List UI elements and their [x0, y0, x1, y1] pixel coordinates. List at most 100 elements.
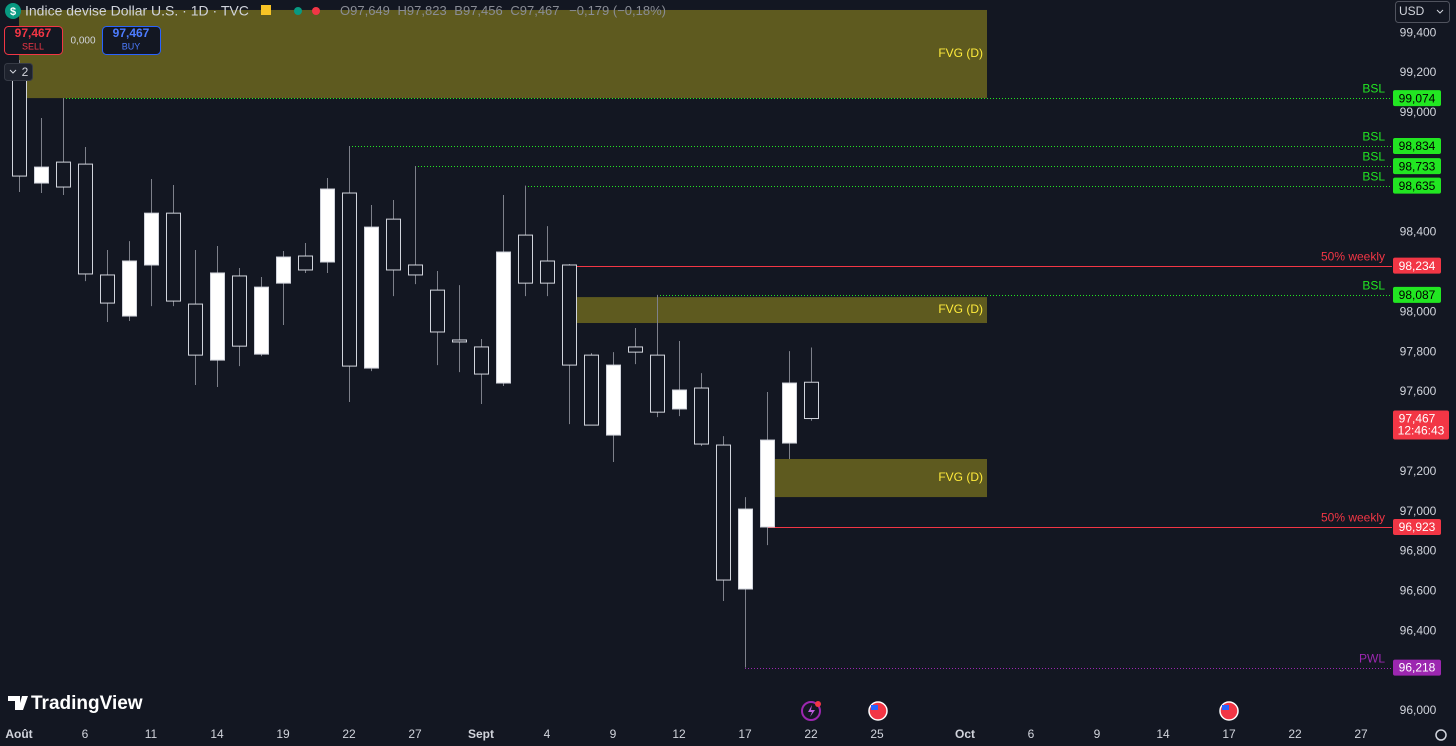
fvg-label: FVG (D): [938, 470, 983, 484]
settings-icon[interactable]: [1435, 729, 1447, 741]
level-name: BSL: [1362, 170, 1385, 184]
chevron-icon: [1436, 9, 1444, 14]
indicators-toggle[interactable]: [4, 63, 33, 81]
candle-body: [298, 255, 313, 271]
last-price-tag: [1393, 410, 1449, 440]
y-tick-label: 96,400: [1400, 623, 1437, 637]
price-tag: [1393, 90, 1441, 107]
buy-label: BUY: [122, 41, 141, 51]
y-tick-label: 98,000: [1400, 304, 1437, 318]
candle-body: [166, 212, 181, 302]
buy-button[interactable]: [102, 26, 161, 55]
candle-body: [276, 256, 291, 284]
x-tick-label: Sept: [468, 727, 494, 741]
price-tag-label: 98,635: [1399, 179, 1436, 193]
us-event-icon[interactable]: [868, 701, 888, 721]
candle-body: [650, 354, 665, 413]
candle-body: [12, 79, 27, 177]
status-dot: [294, 7, 302, 15]
flag-canton: [871, 705, 878, 710]
price-tag-label: 98,234: [1399, 259, 1436, 273]
indicators-count: 2: [22, 65, 29, 79]
y-tick-label: 96,800: [1400, 544, 1437, 558]
flag-canton: [1222, 705, 1229, 710]
candle-body: [144, 212, 159, 266]
level-name: BSL: [1362, 130, 1385, 144]
fvg-label: FVG (D): [938, 302, 983, 316]
y-tick-label: 97,800: [1400, 344, 1437, 358]
x-tick-label: 27: [408, 727, 422, 741]
y-tick-label: 97,200: [1400, 464, 1437, 478]
candle-body: [452, 339, 467, 343]
x-tick-label: 6: [82, 727, 89, 741]
x-tick-label: 12: [672, 727, 686, 741]
logo-icon: [8, 696, 28, 710]
candle-body: [716, 444, 731, 581]
candle-body: [100, 274, 115, 304]
x-tick-label: 17: [738, 727, 752, 741]
candle-body: [804, 381, 819, 420]
x-tick-label: 19: [276, 727, 290, 741]
ohlc-key: C: [510, 3, 519, 18]
sell-button[interactable]: [4, 26, 63, 55]
fvg-zone: [19, 9, 987, 99]
symbol-icon: [5, 3, 21, 19]
countdown: 12:46:43: [1398, 424, 1445, 438]
level-name: PWL: [1359, 652, 1385, 666]
x-tick-label: 9: [610, 727, 617, 741]
event-glyph: [808, 705, 815, 717]
candle-body: [606, 364, 621, 436]
price-tag-label: 96,218: [1399, 661, 1436, 675]
x-tick-label: Août: [5, 727, 32, 741]
y-tick-label: 99,000: [1400, 105, 1437, 119]
candle-body: [474, 346, 489, 375]
x-tick-label: 17: [1222, 727, 1236, 741]
spread: 0,000: [70, 36, 95, 47]
candle-body: [562, 264, 577, 366]
status-dot: [312, 7, 320, 15]
currency-select[interactable]: [1395, 1, 1450, 23]
candle-body: [320, 188, 335, 263]
event-badge: [815, 701, 821, 707]
level-name: BSL: [1362, 82, 1385, 96]
candle-body: [210, 272, 225, 361]
event-icon[interactable]: [801, 701, 821, 721]
symbol-icon-glyph: $: [10, 6, 16, 18]
price-tag-label: 98,733: [1399, 159, 1436, 173]
candle-body: [672, 389, 687, 410]
ohlc-key: O: [340, 3, 350, 18]
us-event-icon[interactable]: [1219, 701, 1239, 721]
buy-price: 97,467: [113, 26, 150, 40]
price-tag-label: 99,074: [1399, 91, 1436, 105]
candle-body: [34, 166, 49, 184]
ohlc-key: H: [398, 3, 407, 18]
plot-area: 96,000 96,400 96,600 96,800 97,000 97,200 97,6…: [5, 9, 1449, 741]
sell-label: SELL: [22, 41, 44, 51]
x-tick-label: 11: [145, 727, 158, 741]
candle-body: [254, 286, 269, 355]
flag-icon[interactable]: [261, 5, 271, 15]
candle-body: [56, 161, 71, 188]
candle-body: [188, 303, 203, 356]
x-tick-label: 9: [1094, 727, 1101, 741]
fvg-zone: [569, 297, 987, 324]
x-tick-label: 6: [1028, 727, 1035, 741]
price-tag: [1393, 137, 1441, 154]
level-name: BSL: [1362, 150, 1385, 164]
ohlc-key: B: [454, 3, 463, 18]
candle-body: [408, 264, 423, 276]
price-tag: [1393, 257, 1441, 274]
symbol-title[interactable]: Indice devise Dollar U.S. · 1D · TVC: [25, 3, 249, 19]
y-tick-label: 96,000: [1400, 703, 1437, 717]
logo: TradingView: [31, 693, 143, 714]
price-tag: [1393, 286, 1441, 303]
y-tick-label: 99,200: [1400, 65, 1437, 79]
x-tick-label: Oct: [955, 727, 975, 741]
level-name: 50% weekly: [1321, 511, 1385, 525]
candle-body: [518, 234, 533, 284]
overlay: $ Indice devise Dollar U.S. · 1D · TVC O…: [4, 1, 1450, 741]
level-name: 50% weekly: [1321, 250, 1385, 264]
candle-body: [628, 346, 643, 353]
